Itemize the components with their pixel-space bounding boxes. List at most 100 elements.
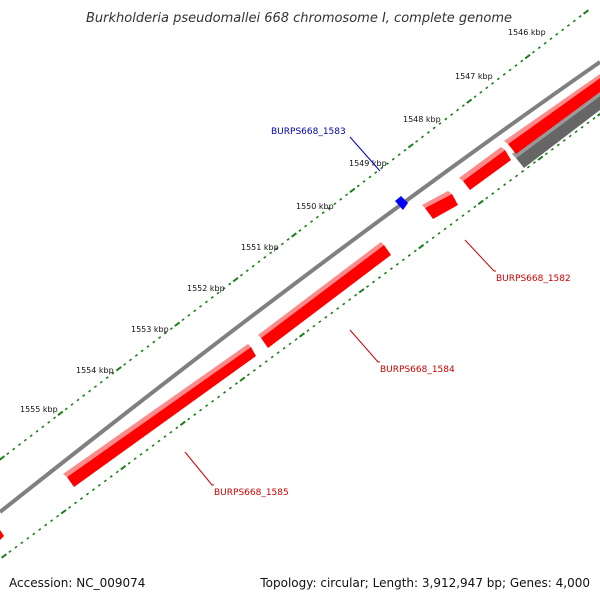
inner-scale-tick — [443, 227, 447, 231]
topology-text: Topology: circular; Length: 3,912,947 bp… — [260, 576, 590, 590]
outer-scale-tick — [385, 162, 389, 166]
inner-scale-tick — [562, 139, 566, 142]
gene-label-BURPS668_1585[interactable]: BURPS668_1585 — [214, 488, 289, 498]
accession-text: Accession: NC_009074 — [9, 576, 146, 590]
map-title: Burkholderia pseudomallei 668 chromosome… — [86, 11, 512, 26]
outer-scale-tick — [239, 273, 243, 277]
outer-scale-tick — [263, 255, 267, 259]
outer-scale-tick — [432, 126, 436, 130]
inner-scale-tick — [342, 302, 346, 306]
outer-scale-tick — [578, 15, 582, 18]
inner-scale-tick — [199, 408, 203, 412]
inner-scale-tick — [1, 553, 7, 559]
inner-scale-tick — [407, 254, 411, 257]
inner-scale-tick — [50, 519, 54, 523]
outer-scale-tick — [111, 371, 115, 375]
inner-scale-tick — [485, 196, 489, 200]
outer-scale-tick — [473, 95, 477, 99]
inner-scale-tick — [596, 112, 600, 117]
outer-scale-tick — [496, 77, 500, 81]
inner-scale-tick — [246, 373, 250, 377]
inner-scale-tick — [133, 457, 137, 461]
outer-scale-tick — [269, 251, 273, 255]
outer-scale-tick — [450, 113, 454, 117]
backbone-ring — [0, 60, 600, 514]
scale-ticks-outer — [0, 9, 590, 461]
inner-scale-tick — [109, 475, 113, 478]
gene-label-BURPS668_1584[interactable]: BURPS668_1584 — [380, 365, 455, 375]
inner-scale-tick — [223, 391, 227, 394]
outer-scale-tick — [514, 64, 518, 67]
outer-scale-tick — [310, 220, 314, 224]
outer-scale-tick — [321, 211, 325, 215]
outer-scale-tick — [374, 171, 378, 174]
outer-scale-tick — [291, 232, 297, 238]
outer-scale-tick — [128, 358, 132, 362]
inner-scale-tick — [580, 125, 584, 129]
outer-scale-tick — [349, 187, 356, 193]
outer-scale-tick — [438, 122, 442, 125]
scale-label: 1550 kbp — [296, 202, 334, 211]
inner-scale-tick — [38, 528, 42, 531]
inner-scale-tick — [127, 461, 131, 465]
outer-scale-tick — [70, 403, 74, 406]
inner-scale-tick — [473, 205, 477, 209]
outer-scale-tick — [88, 389, 92, 393]
scale-labels: 1546 kbp 1547 kbp 1548 kbp 1549 kbp 1550 kbp… — [20, 28, 546, 414]
scale-label: 1551 kbp — [241, 243, 279, 252]
outer-scale-tick — [152, 340, 156, 344]
inner-scale-tick — [294, 337, 298, 341]
inner-scale-tick — [521, 170, 525, 173]
outer-scale-tick — [216, 291, 220, 295]
inner-scale-tick — [515, 174, 519, 178]
outer-scale-tick — [199, 304, 203, 308]
inner-scale-tick — [60, 509, 67, 515]
gene-BURPS668_1584-block[interactable] — [258, 242, 391, 348]
outer-scale-tick — [76, 398, 80, 402]
outer-scale-tick — [444, 117, 448, 121]
outer-scale-tick — [210, 296, 214, 299]
inner-scale-tick — [467, 209, 471, 213]
scale-label: 1548 kbp — [403, 115, 441, 124]
gene-label-BURPS668_1583[interactable]: BURPS668_1583 — [271, 127, 346, 137]
outer-scale-tick — [520, 59, 524, 63]
leader-BURPS668_1583 — [349, 136, 381, 172]
outer-scale-tick — [479, 90, 483, 94]
outer-scale-tick — [572, 19, 576, 23]
inner-scale-tick — [592, 116, 596, 120]
outer-scale-tick — [315, 215, 319, 219]
outer-scale-tick — [362, 180, 366, 183]
gene-label-BURPS668_1582[interactable]: BURPS668_1582 — [496, 274, 571, 284]
other-feature-block-edge — [512, 92, 600, 158]
inner-scale-tick — [239, 376, 246, 382]
outer-scale-tick — [41, 425, 45, 429]
gene-BURPS668_1585-block[interactable] — [63, 344, 256, 487]
inner-scale-tick — [306, 329, 310, 333]
inner-scale-tick — [299, 332, 305, 338]
outer-scale-tick — [35, 429, 39, 433]
outer-scale-tick — [368, 175, 372, 179]
outer-scale-tick — [193, 309, 197, 313]
outer-scale-tick — [105, 376, 109, 380]
inner-scale-tick — [324, 315, 328, 319]
inner-scale-tick — [139, 452, 143, 456]
gene-BURPS668_1583-block[interactable] — [395, 196, 408, 210]
inner-scale-tick — [74, 501, 78, 505]
inner-scale-tick — [383, 271, 387, 275]
outer-scale-tick — [82, 394, 86, 397]
inner-scale-tick — [377, 276, 381, 279]
inner-scale-tick — [175, 426, 179, 430]
inner-scale-tick — [318, 320, 322, 324]
outer-scale-tick — [582, 9, 590, 15]
outer-scale-tick — [115, 366, 122, 372]
gene-BURPS668_1582-block[interactable] — [422, 191, 458, 219]
inner-scale-tick — [336, 307, 340, 310]
inner-scale-tick — [491, 192, 495, 195]
outer-scale-tick — [345, 193, 349, 197]
outer-scale-tick — [415, 139, 419, 143]
outer-scale-tick — [304, 224, 308, 228]
inner-scale-tick — [312, 324, 316, 328]
inner-scale-tick — [163, 435, 167, 439]
outer-scale-tick — [524, 54, 531, 60]
inner-scale-tick — [97, 483, 101, 487]
